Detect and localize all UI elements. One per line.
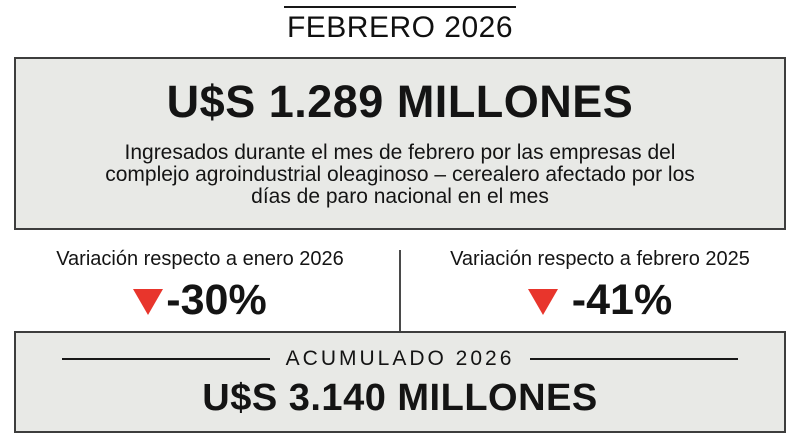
variation-vs-enero-label: Variación respecto a enero 2026 [56,248,344,270]
acumulado-label: ACUMULADO 2026 [285,347,515,370]
variation-vs-febrero-2025-value: -41% [571,276,673,324]
variation-vs-enero-value: -30% [166,276,267,324]
variation-vs-enero-value-row: -30% [0,279,400,322]
variation-vs-enero: Variación respecto a enero 2026 -30% [0,230,400,331]
title-overline [284,6,516,8]
febrero-description-line-1: Ingresados durante el mes de febrero por… [124,141,676,164]
variation-vs-febrero-2025-label: Variación respecto a febrero 2025 [450,248,750,270]
header: FEBRERO 2026 [0,0,800,44]
febrero-amount: U$S 1.289 MILLONES [166,76,634,127]
acumulado-amount: U$S 3.140 MILLONES [202,377,598,419]
variation-vs-febrero-2025: Variación respecto a febrero 2025 -41% [400,230,800,331]
febrero-description: Ingresados durante el mes de febrero por… [16,142,784,208]
infographic: FEBRERO 2026 U$S 1.289 MILLONES Ingresad… [0,0,800,433]
down-triangle-icon [133,289,164,315]
down-triangle-icon [527,289,558,315]
variations-section: Variación respecto a enero 2026 -30% Var… [0,230,800,331]
acumulado-right-rule [530,358,739,360]
page-title: FEBRERO 2026 [286,11,514,44]
acumulado-left-rule [62,358,270,360]
variation-vs-febrero-2025-value-row: -41% [400,279,800,322]
acumulado-box: ACUMULADO 2026 U$S 3.140 MILLONES [14,331,786,433]
acumulado-header: ACUMULADO 2026 [16,333,784,371]
febrero-amount-box: U$S 1.289 MILLONES Ingresados durante el… [14,57,786,230]
febrero-description-line-3: días de paro nacional en el mes [251,185,549,208]
vertical-divider [399,250,401,331]
febrero-description-line-2: complejo agroindustrial oleaginoso – cer… [105,163,695,186]
